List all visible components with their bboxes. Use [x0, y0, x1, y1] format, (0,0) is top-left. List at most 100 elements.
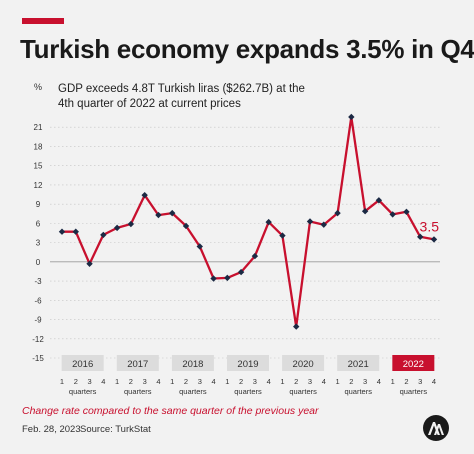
data-point: [265, 218, 272, 226]
quarters-word-label: quarters: [69, 387, 97, 396]
data-point: [320, 221, 327, 228]
quarter-label: 2: [129, 377, 133, 386]
data-point: [210, 275, 217, 282]
quarter-label: 3: [198, 377, 202, 386]
chart-title: Turkish economy expands 3.5% in Q4: [20, 34, 474, 64]
quarters-word-label: quarters: [179, 387, 207, 396]
quarter-label: 3: [418, 377, 422, 386]
data-point: [430, 236, 438, 243]
quarter-label: 1: [115, 377, 119, 386]
accent-bar: [22, 18, 64, 24]
chart-subtitle: GDP exceeds 4.8T Turkish liras ($262.7B)…: [58, 83, 305, 110]
y-tick-label: 12: [34, 181, 43, 190]
year-label-2018: 2018: [182, 359, 203, 370]
year-band-2017: [116, 355, 159, 371]
year-label-2021: 2021: [348, 359, 369, 370]
quarter-label: 1: [225, 377, 229, 386]
data-point: [251, 252, 259, 260]
year-band-2016: [61, 355, 104, 371]
quarter-label: 1: [170, 377, 174, 386]
data-point: [361, 208, 369, 215]
quarter-label: 4: [322, 377, 326, 386]
data-point: [348, 113, 355, 121]
quarters-word-label: quarters: [400, 387, 428, 396]
y-tick-label: 6: [36, 219, 41, 228]
data-point: [196, 243, 203, 250]
data-point: [417, 233, 424, 241]
quarter-label: 4: [377, 377, 381, 386]
data-point: [279, 232, 286, 239]
quarter-label: 4: [432, 377, 436, 386]
quarter-label: 4: [156, 377, 160, 386]
quarters-word-label: quarters: [234, 387, 262, 396]
y-unit-label: %: [34, 82, 42, 92]
data-point: [141, 191, 148, 199]
quarter-label: 1: [391, 377, 395, 386]
year-label-2022: 2022: [403, 359, 424, 370]
chart-caption: Change rate compared to the same quarter…: [22, 405, 319, 417]
quarter-label: 2: [349, 377, 353, 386]
aa-logo-icon: [423, 415, 449, 441]
year-label-2019: 2019: [237, 359, 258, 370]
y-tick-label: 21: [34, 123, 43, 132]
quarter-label: 3: [253, 377, 257, 386]
publish-date: Feb. 28, 2023: [22, 424, 81, 435]
quarter-label: 2: [74, 377, 78, 386]
quarter-label: 3: [308, 377, 312, 386]
year-label-2020: 2020: [293, 359, 314, 370]
quarter-label: 2: [294, 377, 298, 386]
quarters-word-label: quarters: [289, 387, 317, 396]
y-tick-label: -3: [34, 277, 42, 286]
quarter-label: 3: [87, 377, 91, 386]
quarter-label: 1: [335, 377, 339, 386]
end-value-label: 3.5: [420, 218, 440, 234]
y-tick-label: 0: [36, 258, 41, 267]
y-tick-label: -12: [32, 335, 44, 344]
y-tick-label: 15: [34, 162, 43, 171]
data-point: [389, 211, 396, 218]
quarter-label: 3: [143, 377, 147, 386]
year-band-2022: [392, 355, 435, 371]
quarter-label: 2: [184, 377, 188, 386]
data-point: [58, 228, 66, 235]
data-point: [72, 228, 79, 235]
y-tick-label: -6: [34, 296, 42, 305]
y-tick-label: 3: [36, 239, 41, 248]
quarter-label: 4: [211, 377, 215, 386]
y-tick-label: -9: [34, 316, 42, 325]
quarter-label: 4: [267, 377, 271, 386]
quarter-label: 1: [60, 377, 64, 386]
y-tick-label: -15: [32, 354, 44, 363]
quarter-label: 3: [363, 377, 367, 386]
data-point: [237, 268, 245, 276]
year-band-2020: [282, 355, 325, 371]
data-point: [334, 209, 341, 217]
source-note: Source: TurkStat: [80, 424, 151, 435]
data-point: [375, 197, 383, 204]
quarter-label: 1: [280, 377, 284, 386]
quarter-label: 2: [404, 377, 408, 386]
data-point: [224, 274, 231, 282]
data-point: [113, 224, 121, 232]
quarter-label: 2: [239, 377, 243, 386]
gdp-growth-line: [62, 115, 435, 328]
y-tick-label: 9: [36, 200, 41, 209]
data-point: [306, 218, 314, 225]
year-band-2021: [337, 355, 380, 371]
year-band-2018: [171, 355, 214, 371]
data-point: [155, 211, 162, 219]
data-point: [86, 260, 93, 267]
year-band-2019: [227, 355, 269, 371]
quarter-label: 4: [101, 377, 105, 386]
quarters-word-label: quarters: [124, 387, 152, 396]
data-point: [127, 220, 135, 228]
year-label-2017: 2017: [127, 359, 148, 370]
data-point: [403, 208, 410, 216]
data-point: [293, 323, 300, 330]
data-point: [182, 222, 190, 230]
y-tick-label: 18: [34, 142, 43, 151]
data-point: [100, 231, 107, 239]
quarters-word-label: quarters: [344, 387, 372, 396]
year-label-2016: 2016: [72, 359, 93, 370]
